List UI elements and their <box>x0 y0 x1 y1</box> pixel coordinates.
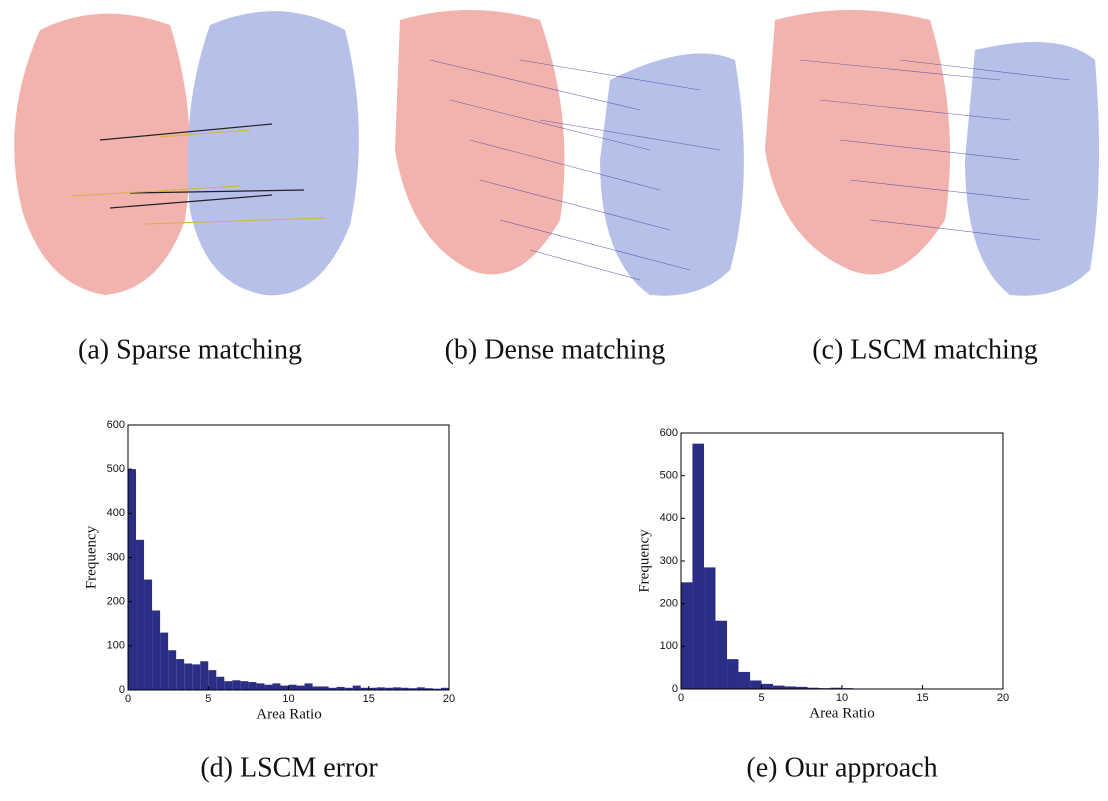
y-tick-label: 300 <box>660 555 678 567</box>
bar <box>176 659 184 690</box>
y-tick-label: 600 <box>660 427 678 439</box>
bar <box>321 686 329 690</box>
x-tick-label: 15 <box>916 692 928 704</box>
bar <box>248 682 256 690</box>
face-blue <box>965 42 1099 296</box>
caption: (a) Sparse matching <box>78 334 302 365</box>
bar <box>762 684 773 689</box>
y-axis-label: Frequency <box>636 529 652 593</box>
image-c <box>765 10 1099 296</box>
y-tick-label: 400 <box>660 512 678 524</box>
bar <box>216 677 224 690</box>
y-tick-label: 500 <box>107 463 125 475</box>
plot-frame <box>681 433 1003 689</box>
x-tick-label: 15 <box>363 693 375 705</box>
face-pink <box>395 10 565 274</box>
bar <box>297 686 305 690</box>
caption: (b) Dense matching <box>445 334 666 365</box>
x-axis-label: Area Ratio <box>256 706 321 722</box>
bar <box>692 444 704 689</box>
image-a <box>14 11 359 295</box>
bar <box>224 681 232 690</box>
bar <box>289 685 297 690</box>
y-tick-label: 600 <box>107 419 125 431</box>
bar <box>184 664 192 691</box>
bar <box>353 686 361 690</box>
x-tick-label: 0 <box>125 693 131 705</box>
bar <box>136 540 144 690</box>
figure: (a) Sparse matching (b) Dense matching (… <box>0 0 1108 801</box>
bar <box>128 469 136 690</box>
bar <box>152 611 160 691</box>
face-pink <box>14 14 190 295</box>
bar <box>715 621 727 689</box>
image-b <box>395 10 744 296</box>
caption: (d) LSCM error <box>200 752 378 783</box>
bar <box>160 633 168 690</box>
bar <box>773 686 785 689</box>
bar <box>681 582 692 689</box>
bar <box>750 680 761 689</box>
x-tick-label: 20 <box>997 692 1009 704</box>
bar <box>192 664 200 690</box>
caption: (e) Our approach <box>746 752 937 783</box>
bar <box>272 683 280 690</box>
caption: (c) LSCM matching <box>812 334 1038 365</box>
x-tick-label: 5 <box>205 693 211 705</box>
face-blue <box>188 11 359 295</box>
bar <box>305 683 313 690</box>
bar <box>240 681 248 690</box>
x-tick-label: 20 <box>443 693 455 705</box>
bar <box>264 685 272 690</box>
x-tick-label: 10 <box>836 692 848 704</box>
x-tick-label: 0 <box>678 692 684 704</box>
x-tick-label: 5 <box>758 692 764 704</box>
x-axis-label: Area Ratio <box>809 705 874 721</box>
bar <box>727 659 738 689</box>
y-axis-label: Frequency <box>83 525 99 589</box>
page: (a) Sparse matching (b) Dense matching (… <box>0 0 1108 801</box>
y-tick-label: 200 <box>107 596 125 608</box>
y-tick-label: 500 <box>660 470 678 482</box>
face-blue <box>600 53 744 295</box>
bar <box>256 683 264 690</box>
y-tick-label: 100 <box>660 640 678 652</box>
x-tick-label: 10 <box>282 693 294 705</box>
bar <box>704 567 715 689</box>
bar <box>738 672 750 689</box>
y-tick-label: 300 <box>107 551 125 563</box>
bar <box>208 670 216 690</box>
y-tick-label: 200 <box>660 598 678 610</box>
bar <box>280 686 288 690</box>
bar <box>232 680 240 690</box>
bar <box>144 580 152 690</box>
bar <box>168 650 176 690</box>
bar <box>313 686 321 690</box>
y-tick-label: 100 <box>107 640 125 652</box>
y-tick-label: 400 <box>107 507 125 519</box>
bar <box>200 661 208 690</box>
